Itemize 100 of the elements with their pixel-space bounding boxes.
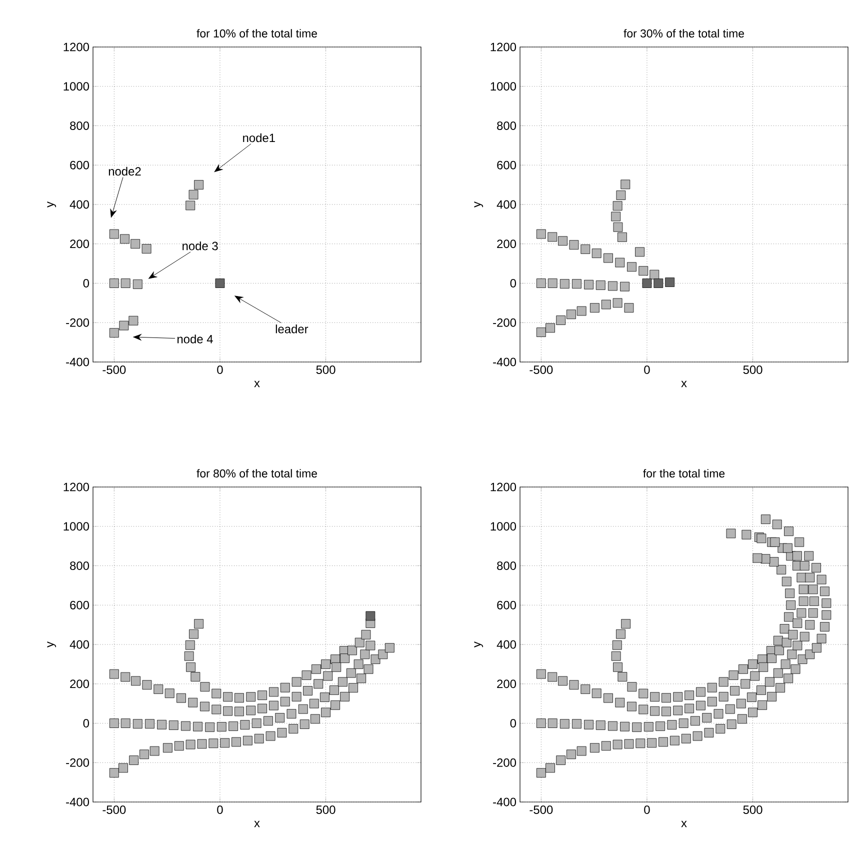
point [750, 671, 760, 681]
point [330, 685, 339, 695]
point [696, 687, 706, 697]
point [309, 698, 319, 708]
point [804, 551, 814, 561]
point [747, 692, 756, 702]
point [707, 682, 717, 692]
point [635, 247, 644, 257]
point [822, 598, 832, 608]
point [812, 643, 822, 653]
point [298, 704, 308, 714]
point [590, 743, 600, 753]
point [592, 248, 602, 258]
point [109, 768, 119, 778]
y-tick-label: 400 [496, 640, 516, 649]
chart-title: for 80% of the total time [196, 469, 317, 478]
y-tick-label: 400 [70, 200, 90, 209]
point [760, 514, 770, 524]
point [354, 638, 364, 648]
point [730, 686, 740, 696]
point [558, 676, 568, 686]
point [621, 619, 631, 629]
point [338, 677, 348, 687]
point [323, 671, 333, 681]
point [808, 584, 818, 594]
point [584, 720, 594, 730]
point [366, 611, 376, 621]
point [678, 718, 688, 728]
point [790, 664, 800, 674]
point [627, 702, 636, 712]
point [131, 676, 140, 686]
point [154, 684, 164, 694]
point [129, 756, 139, 765]
point [654, 278, 664, 288]
y-tick-label: 1000 [64, 522, 90, 531]
point [188, 190, 198, 200]
point [782, 543, 792, 553]
point [194, 619, 204, 629]
point [624, 739, 634, 749]
point [258, 690, 267, 700]
point [163, 743, 172, 753]
point [348, 683, 358, 693]
point [756, 685, 766, 695]
point [312, 664, 321, 674]
point [620, 180, 630, 190]
point [234, 706, 244, 716]
point [310, 714, 320, 724]
point [820, 622, 830, 632]
point [796, 572, 806, 582]
point [242, 736, 252, 746]
point [216, 722, 226, 732]
annotation: leader [276, 324, 308, 334]
point [200, 702, 210, 712]
point [266, 731, 276, 741]
point [185, 640, 195, 650]
point [560, 719, 570, 729]
point [792, 551, 802, 561]
point [773, 668, 783, 678]
point [128, 316, 138, 326]
point [569, 240, 579, 250]
y-axis-title: y [47, 642, 56, 648]
point [592, 688, 602, 698]
point [800, 561, 810, 570]
point [616, 190, 626, 200]
point [536, 229, 546, 239]
point [787, 650, 797, 660]
point [208, 738, 218, 748]
point [109, 718, 119, 728]
point [608, 721, 618, 731]
point [332, 662, 342, 672]
point [292, 692, 302, 702]
y-axis-title: y [474, 202, 484, 208]
point [292, 677, 302, 687]
x-tick-label: 0 [217, 806, 223, 814]
point [330, 700, 340, 710]
point [773, 636, 783, 646]
point [314, 679, 324, 689]
point [644, 722, 654, 732]
point [820, 586, 830, 596]
point [718, 677, 728, 687]
point [580, 684, 590, 694]
point [186, 740, 196, 750]
point [566, 310, 576, 320]
y-tick-label: -400 [493, 798, 516, 806]
point [240, 720, 250, 730]
point [627, 682, 637, 692]
point [228, 722, 238, 731]
point [223, 706, 232, 716]
y-tick-label: -200 [493, 758, 516, 767]
point [776, 683, 785, 693]
point [774, 646, 784, 656]
y-tick-label: 600 [70, 600, 90, 610]
point [611, 212, 621, 222]
point [620, 282, 630, 292]
point [132, 280, 142, 289]
point [120, 672, 130, 682]
point [812, 563, 821, 572]
point [805, 620, 815, 630]
point [601, 741, 611, 751]
point [280, 682, 290, 692]
